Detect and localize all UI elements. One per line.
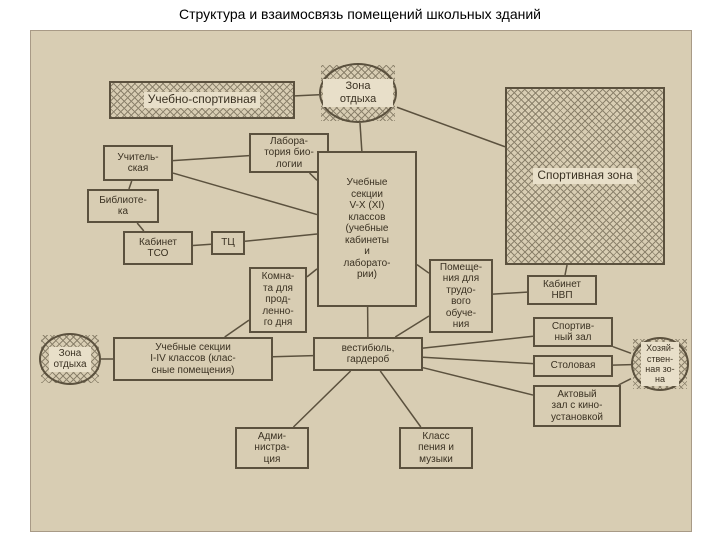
node-nvp: Кабинет НВП — [527, 275, 597, 305]
edge-library-tso — [137, 223, 144, 231]
edge-vestibule-assembly — [423, 368, 533, 395]
edge-rest_top-main_sec — [360, 123, 362, 151]
edge-sport_edu-rest_top — [295, 95, 319, 96]
edge-labor-nvp — [493, 292, 527, 294]
node-main_sec: Учебные секции V-X (XI) классов (учебные… — [317, 151, 417, 307]
edge-vestibule-labor — [395, 316, 429, 337]
edge-tso-tc — [193, 244, 211, 245]
node-rest_left: Зона отдыха — [39, 333, 101, 385]
node-dining: Столовая — [533, 355, 613, 377]
edge-vestibule-admin — [293, 371, 350, 427]
edge-rest_top-sport_zone — [397, 107, 505, 146]
node-labor-label: Помеще- ния для трудо- вого обуче- ния — [440, 262, 482, 331]
node-teacher: Учитель- ская — [103, 145, 173, 181]
edge-teacher-library — [129, 181, 132, 189]
node-jr_sec: Учебные секции I-IV классов (клас- сные … — [113, 337, 273, 381]
edge-vestibule-dining — [423, 357, 533, 363]
node-nvp-label: Кабинет НВП — [543, 279, 581, 302]
node-admin: Адми- нистра- ция — [235, 427, 309, 469]
diagram-canvas: Учебно-спортивная Зона отдыха Спортивная з… — [30, 30, 692, 532]
node-rest_top: Зона отдыха — [319, 63, 397, 123]
edge-bio_lab-main_sec — [310, 173, 317, 180]
node-gym-label: Спортив- ный зал — [552, 321, 594, 344]
node-vestibule: вестибюль, гардероб — [313, 337, 423, 371]
node-library-label: Библиоте- ка — [99, 195, 147, 218]
node-tso: Кабинет ТСО — [123, 231, 193, 265]
edge-nvp-sport_zone — [565, 265, 567, 275]
node-teacher-label: Учитель- ская — [117, 152, 158, 175]
node-tc-label: ТЦ — [221, 237, 235, 249]
edge-vestibule-music — [380, 371, 421, 427]
node-labor: Помеще- ния для трудо- вого обуче- ния — [429, 259, 493, 333]
edge-vestibule-gym — [423, 336, 533, 348]
node-bio_lab-label: Лабора- тория био- логии — [264, 136, 314, 171]
node-econ-label: Хозяй- ствен- ная зо- на — [641, 342, 678, 385]
edge-main_sec-labor — [417, 265, 429, 274]
node-assembly: Актовый зал с кино- установкой — [533, 385, 621, 427]
node-admin-label: Адми- нистра- ция — [254, 431, 289, 466]
edge-gym-econ — [613, 347, 631, 354]
edge-teacher-main_sec — [173, 173, 317, 215]
node-assembly-label: Актовый зал с кино- установкой — [551, 389, 603, 424]
node-vestibule-label: вестибюль, гардероб — [342, 343, 395, 366]
node-music-label: Класс пения и музыки — [418, 431, 454, 466]
node-sport_zone-label: Спортивная зона — [533, 168, 636, 184]
edge-jr_sec-vestibule — [273, 356, 313, 357]
node-tc: ТЦ — [211, 231, 245, 255]
node-music: Класс пения и музыки — [399, 427, 473, 469]
edge-ext_day-main_sec — [307, 269, 317, 277]
node-rest_top-label: Зона отдыха — [323, 79, 393, 106]
node-gym: Спортив- ный зал — [533, 317, 613, 347]
node-dining-label: Столовая — [551, 360, 596, 372]
node-main_sec-label: Учебные секции V-X (XI) классов (учебные… — [344, 177, 391, 281]
edge-tc-main_sec — [245, 234, 317, 241]
node-econ: Хозяй- ствен- ная зо- на — [631, 337, 689, 391]
node-sport_edu-label: Учебно-спортивная — [144, 92, 261, 108]
node-library: Библиоте- ка — [87, 189, 159, 223]
node-rest_left-label: Зона отдыха — [49, 347, 90, 372]
node-tso-label: Кабинет ТСО — [139, 237, 177, 260]
page-title: Структура и взаимосвязь помещений школьн… — [0, 6, 720, 22]
node-sport_zone: Спортивная зона — [505, 87, 665, 265]
edge-teacher-bio_lab — [173, 156, 249, 161]
node-ext_day-label: Комна- та для прод- ленно- го дня — [262, 271, 295, 329]
node-jr_sec-label: Учебные секции I-IV классов (клас- сные … — [150, 342, 236, 377]
edge-ext_day-jr_sec — [225, 320, 249, 337]
node-sport_edu: Учебно-спортивная — [109, 81, 295, 119]
node-ext_day: Комна- та для прод- ленно- го дня — [249, 267, 307, 333]
